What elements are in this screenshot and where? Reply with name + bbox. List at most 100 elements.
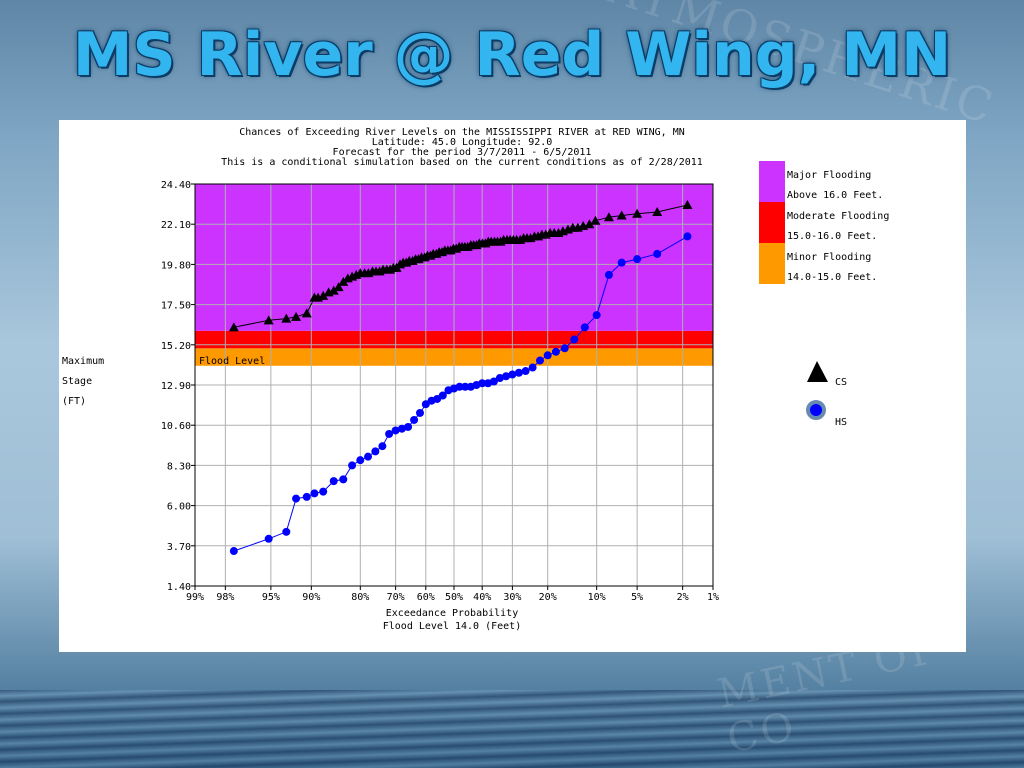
hs-point-marker: [455, 382, 464, 391]
hs-point-marker: [378, 442, 387, 451]
grid-lines: [191, 183, 714, 590]
hs-point-marker: [560, 344, 569, 353]
hs-point-marker: [319, 487, 328, 496]
chart-title-line: Forecast for the period 3/7/2011 - 6/5/2…: [333, 147, 592, 158]
flood-legend-swatch: [759, 202, 785, 243]
cs-point-marker: [301, 308, 312, 318]
y-axis-label-line: (FT): [62, 396, 86, 407]
chart-text: 99% 98% 95% 90% 80% 70% 60% 50% 40% 30% 20% 10% 5% 2%…: [62, 127, 719, 632]
y-tick-label: 12.90: [161, 381, 191, 392]
x-tick-label: 60%: [417, 592, 435, 603]
cs-point-marker: [652, 206, 663, 216]
cs-point-marker: [682, 199, 693, 209]
hs-point-marker: [521, 367, 530, 376]
hs-point-marker: [282, 527, 291, 536]
hs-point-marker: [543, 351, 552, 360]
x-tick-label: 99%: [186, 592, 204, 603]
x-tick-label: 10%: [588, 592, 606, 603]
slide-background-waves: [0, 690, 1024, 768]
flood-legend-title: Moderate Flooding: [787, 211, 889, 222]
y-tick-label: 3.70: [167, 542, 191, 553]
flood-legend-title: Major Flooding: [787, 170, 871, 181]
chart-title-line: Latitude: 45.0 Longitude: 92.0: [372, 137, 553, 148]
hs-point-marker: [489, 377, 498, 386]
flood-legend-title: Minor Flooding: [787, 252, 871, 263]
y-tick-label: 1.40: [167, 582, 191, 593]
slide-title: MS River @ Red Wing, MN: [72, 20, 952, 90]
x-tick-label: 50%: [445, 592, 463, 603]
cs-point-marker: [632, 208, 643, 218]
y-axis-label-line: Stage: [62, 376, 92, 387]
cs-legend-label: CS: [835, 377, 847, 388]
y-tick-label: 24.40: [161, 180, 191, 191]
cs-point-marker: [318, 290, 329, 300]
x-tick-label: 5%: [631, 592, 643, 603]
hs-point-marker: [410, 415, 419, 424]
x-tick-label: 98%: [216, 592, 234, 603]
y-tick-label: 10.60: [161, 421, 191, 432]
chart-title-line: Chances of Exceeding River Levels on the…: [239, 127, 685, 138]
cs-point-marker: [328, 285, 339, 295]
plot-frame: [194, 183, 714, 587]
hs-legend-label: HS: [835, 417, 847, 428]
hs-point-marker: [617, 258, 626, 267]
hs-point-marker: [421, 400, 430, 409]
hs-point-marker: [508, 370, 517, 379]
series-layer: [228, 199, 693, 556]
hs-point-marker: [580, 323, 589, 332]
chart-panel: 99% 98% 95% 90% 80% 70% 60% 50% 40% 30% 20% 10% 5% 2%…: [59, 120, 966, 652]
hs-point-marker: [551, 347, 560, 356]
hs-point-marker: [592, 311, 601, 320]
cs-point-marker: [333, 282, 344, 292]
hs-point-marker: [514, 368, 523, 377]
hs-point-marker: [502, 372, 511, 381]
hs-point-marker: [570, 335, 579, 344]
cs-point-marker: [338, 276, 349, 286]
cs-point-marker: [228, 322, 239, 332]
hs-point-marker: [348, 461, 357, 470]
flood-legend-range: 15.0-16.0 Feet.: [787, 231, 877, 242]
hs-point-marker: [371, 447, 380, 456]
hs-point-marker: [495, 374, 504, 383]
y-tick-label: 15.20: [161, 341, 191, 352]
hs-point-marker: [264, 534, 273, 543]
hs-point-marker: [385, 429, 394, 438]
hs-point-marker: [438, 391, 447, 400]
hs-point-marker: [653, 249, 662, 258]
x-tick-label: 2%: [677, 592, 689, 603]
hs-point-marker: [292, 494, 301, 503]
hs-point-marker: [364, 452, 373, 461]
hs-point-marker: [604, 270, 613, 279]
x-tick-label: 30%: [503, 592, 521, 603]
cs-point-marker: [616, 210, 627, 220]
hs-point-marker: [310, 489, 319, 498]
x-axis-label-line: Flood Level 14.0 (Feet): [383, 621, 521, 632]
hs-point-marker: [535, 356, 544, 365]
x-tick-label: 90%: [302, 592, 320, 603]
hs-point-marker: [478, 379, 487, 388]
flood-legend-range: Above 16.0 Feet.: [787, 190, 883, 201]
flood-legend-swatch: [759, 243, 785, 284]
cs-point-marker: [603, 212, 614, 222]
exceedance-chart: 99% 98% 95% 90% 80% 70% 60% 50% 40% 30% 20% 10% 5% 2%…: [62, 127, 889, 632]
y-tick-label: 19.80: [161, 260, 191, 271]
hs-point-marker: [633, 255, 642, 264]
hs-point-marker: [391, 426, 400, 435]
x-tick-label: 40%: [473, 592, 491, 603]
cs-point-marker: [590, 215, 601, 225]
hs-point-marker: [528, 363, 537, 372]
y-tick-label: 22.10: [161, 220, 191, 231]
hs-point-marker: [329, 477, 338, 486]
chart-title-line: This is a conditional simulation based o…: [221, 157, 703, 168]
cs-point-marker: [281, 313, 292, 323]
hs-point-marker: [415, 408, 424, 417]
x-axis-label-line: Exceedance Probability: [386, 608, 518, 619]
cs-legend-marker: [807, 361, 828, 382]
cs-point-marker: [291, 311, 302, 321]
x-tick-label: 80%: [351, 592, 369, 603]
hs-point-marker: [356, 456, 365, 465]
hs-point-marker: [397, 424, 406, 433]
x-tick-label: 1%: [707, 592, 719, 603]
flood-legend-swatch: [759, 161, 785, 202]
hs-point-marker: [404, 422, 413, 431]
